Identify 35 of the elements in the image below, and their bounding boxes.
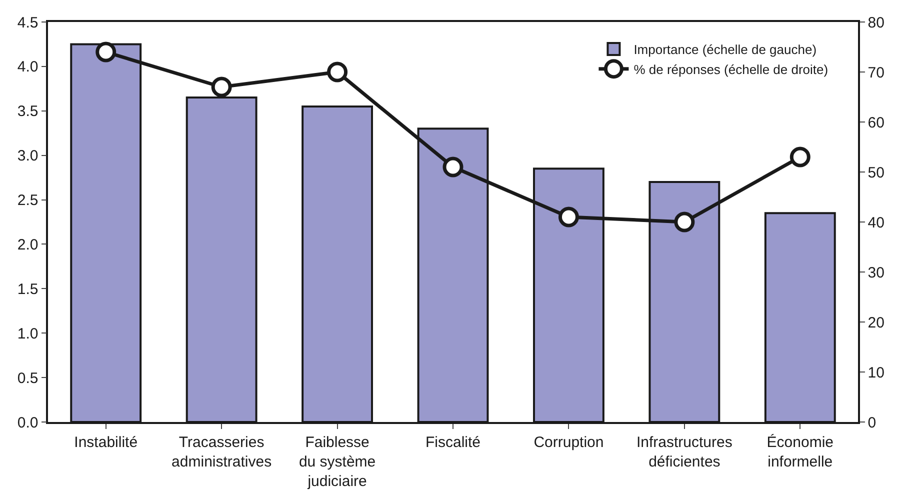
x-tick-label: Tracasseries administratives <box>172 434 272 470</box>
y-tick-label: 3.0 <box>17 148 38 165</box>
y-tick-label: 2.5 <box>17 192 38 210</box>
y2-tick-label: 0 <box>868 414 876 432</box>
x-tick-label: Infrastructures déficientes <box>636 434 732 470</box>
y-tick-label: 1.0 <box>17 325 38 342</box>
y-tick-label: 3.5 <box>17 103 38 120</box>
x-tick-label: Faiblesse du système judiciaire <box>298 434 376 490</box>
point <box>790 146 810 168</box>
point <box>327 62 348 82</box>
y-tick-label: 0.5 <box>17 370 38 387</box>
legend-label: % de réponses (échelle de droite) <box>634 62 828 77</box>
y-tick-label: 2.0 <box>17 236 38 254</box>
y-tick-label: 4.5 <box>17 14 38 32</box>
y-tick-label: 1.5 <box>17 280 38 298</box>
x-tick-label: Économie informelle <box>766 432 834 470</box>
y2-tick-label: 80 <box>868 14 884 32</box>
y2-tick-label: 10 <box>868 364 884 382</box>
legend-label: Importance (échelle de gauche) <box>634 42 817 58</box>
point <box>674 212 695 232</box>
y2-tick-label: 50 <box>868 164 884 182</box>
x-tick-label: Fiscalité <box>425 434 481 451</box>
point <box>211 76 232 98</box>
x-tick-label: Instabilité <box>74 434 138 451</box>
point <box>558 206 579 228</box>
y2-tick-label: 60 <box>868 114 884 132</box>
y2-tick-label: 30 <box>868 264 884 282</box>
point <box>442 156 464 178</box>
y-tick-label: 4.0 <box>17 58 38 76</box>
point <box>96 42 116 62</box>
y-tick-label: 0.0 <box>17 414 38 432</box>
x-tick-label: Corruption <box>534 434 604 451</box>
y2-tick-label: 20 <box>868 314 884 332</box>
y2-tick-label: 70 <box>868 64 884 82</box>
y2-tick-label: 40 <box>868 214 884 232</box>
